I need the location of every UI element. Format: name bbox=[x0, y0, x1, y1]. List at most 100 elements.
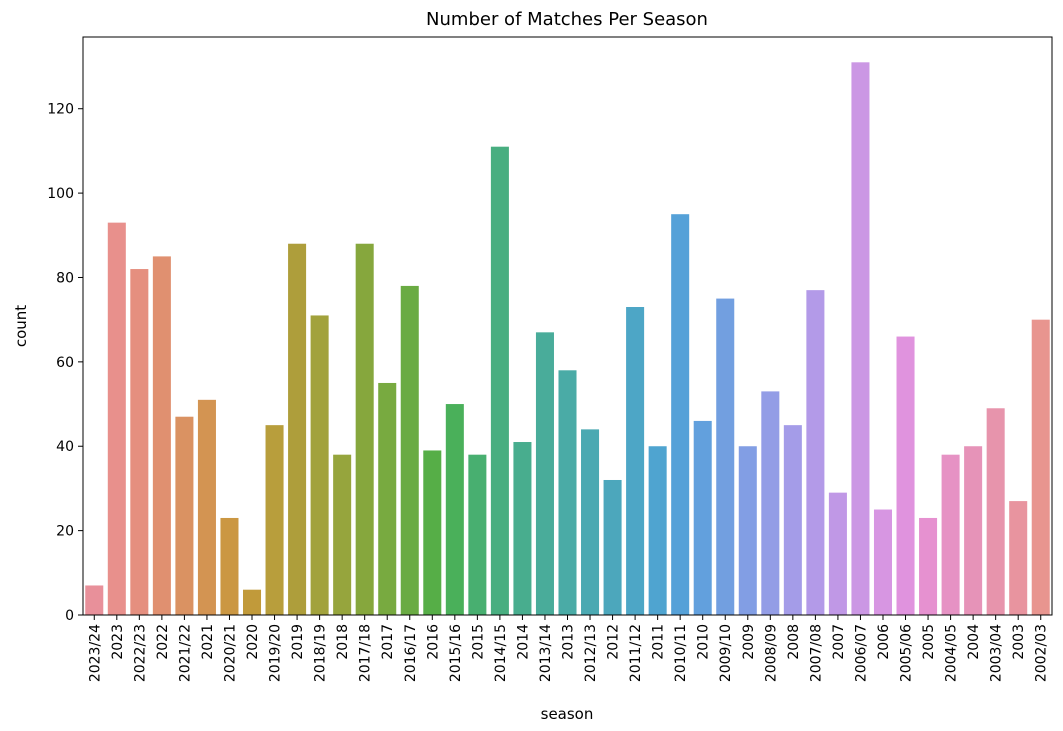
bar-2014 bbox=[513, 442, 532, 615]
y-tick-label: 40 bbox=[56, 439, 74, 455]
chart-title: Number of Matches Per Season bbox=[426, 9, 708, 30]
x-tick-label: 2014 bbox=[515, 624, 531, 660]
bar-2017-18 bbox=[355, 243, 374, 616]
x-tick-label: 2005 bbox=[921, 624, 937, 660]
bar-2007-08 bbox=[806, 290, 825, 615]
x-tick-label: 2007/08 bbox=[808, 624, 824, 682]
x-tick-label: 2006 bbox=[876, 624, 892, 660]
x-tick-label: 2010/11 bbox=[673, 624, 689, 682]
bar-2008 bbox=[783, 425, 802, 615]
bar-2020 bbox=[243, 589, 262, 615]
bar-2009 bbox=[738, 446, 757, 615]
bars-group bbox=[85, 62, 1050, 616]
bar-2003 bbox=[1009, 501, 1028, 615]
x-tick-label: 2013 bbox=[561, 624, 577, 660]
x-tick-label: 2023/24 bbox=[87, 624, 103, 682]
x-tick-label: 2018/19 bbox=[313, 624, 329, 682]
x-tick-label: 2010 bbox=[696, 624, 712, 660]
bar-2003-04 bbox=[986, 408, 1005, 615]
x-tick-label: 2018 bbox=[335, 624, 351, 660]
bar-2011 bbox=[648, 446, 667, 615]
bar-2005-06 bbox=[896, 336, 915, 615]
x-tick-label: 2012 bbox=[606, 624, 622, 660]
x-tick-label: 2023 bbox=[110, 624, 126, 660]
bar-2022-23 bbox=[130, 269, 149, 615]
x-tick-label: 2013/14 bbox=[538, 624, 554, 682]
bar-2016-17 bbox=[400, 285, 419, 615]
x-axis: 2023/24 2023 2022/23 2022 2021/22 2021 2020/21… bbox=[87, 615, 1050, 682]
x-tick-label: 2019 bbox=[290, 624, 306, 660]
bar-2011-12 bbox=[626, 307, 645, 615]
x-tick-label: 2014/15 bbox=[493, 624, 509, 682]
x-tick-label: 2015 bbox=[470, 624, 486, 660]
y-tick-label: 120 bbox=[47, 102, 74, 118]
x-tick-label: 2015/16 bbox=[448, 624, 464, 682]
bar-2019 bbox=[288, 243, 307, 616]
bar-2018-19 bbox=[310, 315, 329, 615]
bar-2013-14 bbox=[535, 332, 554, 615]
bar-2015 bbox=[468, 454, 487, 615]
x-tick-label: 2016/17 bbox=[403, 624, 419, 682]
x-tick-label: 2017/18 bbox=[358, 624, 374, 682]
x-tick-label: 2004 bbox=[966, 624, 982, 660]
x-tick-label: 2002/03 bbox=[1034, 624, 1050, 682]
x-tick-label: 2009/10 bbox=[718, 624, 734, 682]
x-tick-label: 2012/13 bbox=[583, 624, 599, 682]
x-axis-label: season bbox=[541, 705, 594, 723]
x-tick-label: 2020 bbox=[245, 624, 261, 660]
y-tick-label: 0 bbox=[65, 608, 74, 624]
bar-2019-20 bbox=[265, 425, 284, 615]
x-tick-label: 2021 bbox=[200, 624, 216, 660]
y-tick-label: 100 bbox=[47, 186, 74, 202]
bar-2023-24 bbox=[85, 585, 104, 615]
bar-2014-15 bbox=[490, 146, 509, 615]
x-tick-label: 2019/20 bbox=[268, 624, 284, 682]
x-tick-label: 2016 bbox=[425, 624, 441, 660]
bar-2012-13 bbox=[581, 429, 600, 615]
x-tick-label: 2022/23 bbox=[132, 624, 148, 682]
x-tick-label: 2003/04 bbox=[989, 624, 1005, 682]
x-tick-label: 2011 bbox=[651, 624, 667, 660]
x-tick-label: 2005/06 bbox=[899, 624, 915, 682]
bar-2006-07 bbox=[851, 62, 870, 616]
x-tick-label: 2006/07 bbox=[853, 624, 869, 682]
plot-frame bbox=[82, 36, 1053, 616]
x-tick-label: 2011/12 bbox=[628, 624, 644, 682]
bar-2015-16 bbox=[445, 404, 464, 615]
bar-2006 bbox=[873, 509, 892, 615]
x-tick-label: 2003 bbox=[1011, 624, 1027, 660]
y-axis-label: count bbox=[12, 305, 30, 347]
bar-2012 bbox=[603, 479, 622, 615]
bar-2021-22 bbox=[175, 416, 194, 615]
bar-2005 bbox=[919, 517, 938, 615]
bar-2002-03 bbox=[1031, 319, 1050, 615]
x-tick-label: 2020/21 bbox=[222, 624, 238, 682]
bar-2010-11 bbox=[671, 214, 690, 615]
bar-2020-21 bbox=[220, 517, 239, 615]
bar-2021 bbox=[197, 399, 216, 615]
bar-2022 bbox=[152, 256, 171, 615]
bar-2018 bbox=[333, 454, 352, 615]
bar-2009-10 bbox=[716, 298, 735, 615]
bar-2010 bbox=[693, 420, 712, 615]
y-tick-label: 20 bbox=[56, 524, 74, 540]
bar-2008-09 bbox=[761, 391, 780, 615]
x-tick-label: 2007 bbox=[831, 624, 847, 660]
y-tick-label: 80 bbox=[56, 270, 74, 286]
bar-2016 bbox=[423, 450, 442, 615]
bar-2004 bbox=[964, 446, 983, 615]
x-tick-label: 2009 bbox=[741, 624, 757, 660]
bar-2017 bbox=[378, 382, 397, 615]
x-tick-label: 2008/09 bbox=[763, 624, 779, 682]
bar-2004-05 bbox=[941, 454, 960, 615]
x-tick-label: 2017 bbox=[380, 624, 396, 660]
y-tick-label: 60 bbox=[56, 355, 74, 371]
x-tick-label: 2021/22 bbox=[177, 624, 193, 682]
bar-2007 bbox=[828, 492, 847, 615]
bar-2013 bbox=[558, 370, 577, 615]
y-axis: 0 20 40 60 80 100 120 bbox=[47, 102, 83, 624]
bar-2023 bbox=[107, 222, 126, 615]
x-tick-label: 2022 bbox=[155, 624, 171, 660]
x-tick-label: 2004/05 bbox=[944, 624, 960, 682]
